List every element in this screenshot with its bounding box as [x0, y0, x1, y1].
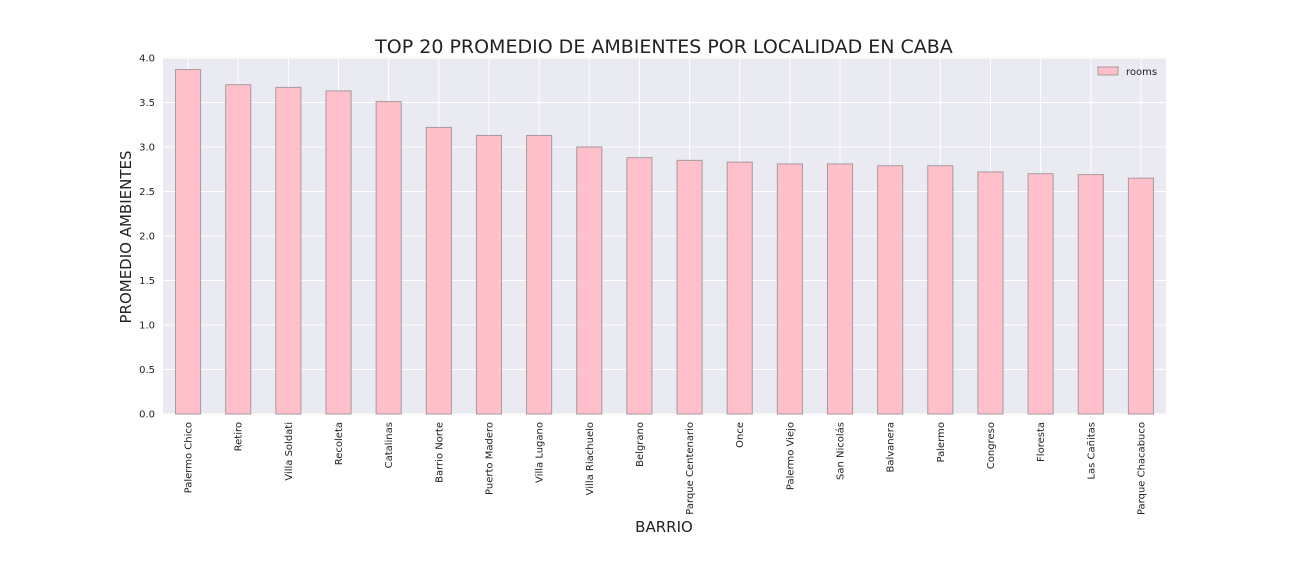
x-tick-label: Retiro [234, 422, 245, 451]
y-tick-label: 3.5 [139, 98, 155, 109]
x-tick-label: Villa Lugano [535, 422, 546, 483]
legend-swatch [1097, 66, 1119, 76]
y-tick-labels: 0.0 0.5 1.0 1.5 2.0 2.5 3.0 3.5 4.0 [139, 54, 155, 421]
chart-title: TOP 20 PROMEDIO DE AMBIENTES POR LOCALID… [374, 36, 953, 58]
bar [325, 90, 352, 415]
bar [1027, 173, 1054, 415]
bar [1127, 177, 1154, 415]
x-tick-label: Las Cañitas [1086, 422, 1097, 480]
y-tick-label: 1.5 [139, 276, 155, 287]
x-tick-label: Parque Centenario [685, 422, 696, 515]
y-tick-label: 0.5 [139, 365, 155, 376]
x-tick-label: Parque Chacabuco [1136, 422, 1147, 515]
x-tick-label: Villa Riachuelo [585, 422, 596, 495]
y-axis-label: PROMEDIO AMBIENTES [117, 150, 135, 323]
y-tick-label: 4.0 [139, 54, 155, 65]
bar [576, 146, 603, 415]
y-tick-label: 2.5 [139, 187, 155, 198]
bar [927, 165, 954, 415]
x-tick-label: Floresta [1036, 422, 1047, 462]
x-tick-label: Palermo Viejo [785, 422, 796, 490]
bar [1077, 174, 1104, 415]
bar [526, 134, 553, 415]
y-tick-label: 1.0 [139, 321, 155, 332]
bar [275, 86, 302, 415]
x-tick-label: Recoleta [334, 422, 345, 465]
x-tick-label: Puerto Madero [484, 422, 495, 495]
bar [425, 126, 452, 415]
bar [977, 171, 1004, 415]
bar [726, 161, 753, 415]
x-tick-label: Congreso [986, 422, 997, 469]
x-tick-label: Palermo [936, 422, 947, 462]
legend-label: rooms [1126, 67, 1157, 78]
bars [175, 69, 1154, 415]
bar [375, 101, 402, 415]
bar [475, 134, 503, 415]
x-tick-label: Belgrano [635, 422, 646, 467]
x-tick-label: Once [735, 422, 746, 448]
y-tick-label: 0.0 [139, 410, 155, 421]
bar [676, 159, 703, 415]
x-tick-label: Palermo Chico [184, 422, 195, 493]
x-tick-label: Catalinas [384, 422, 395, 468]
y-tick-label: 3.0 [139, 143, 155, 154]
bar [826, 163, 854, 415]
bar [776, 163, 803, 415]
bar [877, 165, 904, 415]
x-tick-label: San Nicolás [835, 422, 847, 480]
bar [225, 84, 252, 415]
x-tick-label: Barrio Norte [434, 422, 445, 483]
bar [175, 69, 202, 415]
x-axis-label: BARRIO [635, 518, 693, 536]
y-tick-label: 2.0 [139, 232, 155, 243]
x-tick-label: Balvanera [886, 422, 897, 473]
legend: rooms [1097, 66, 1157, 78]
bar [626, 157, 653, 415]
x-tick-labels: Palermo Chico Retiro Villa Soldati Recoleta… [184, 422, 1148, 515]
x-tick-label: Villa Soldati [284, 422, 295, 481]
